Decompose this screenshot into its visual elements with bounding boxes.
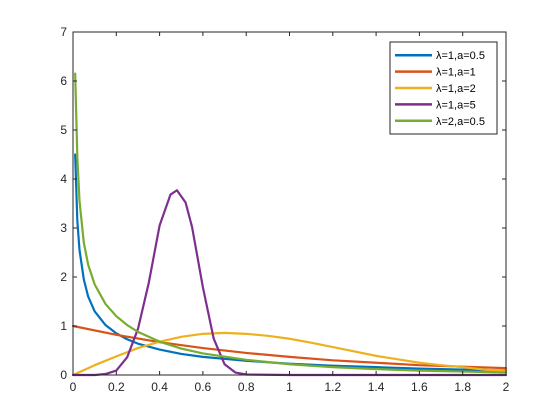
y-tick-label: 2 bbox=[60, 270, 67, 284]
series-line-3 bbox=[71, 331, 508, 377]
series-line-2 bbox=[71, 324, 508, 370]
legend-label-5: λ=2,a=0.5 bbox=[436, 116, 485, 128]
x-tick-label: 1.8 bbox=[454, 380, 471, 394]
legend-label-2: λ=1,a=1 bbox=[436, 67, 476, 79]
y-tick-label: 6 bbox=[60, 74, 67, 88]
x-tick-label: 1.2 bbox=[324, 380, 341, 394]
x-tick-label: 2 bbox=[503, 380, 510, 394]
x-tick-label: 0.4 bbox=[151, 380, 168, 394]
x-tick-label: 0.6 bbox=[195, 380, 212, 394]
x-tick-label: 1.6 bbox=[411, 380, 428, 394]
y-tick-label: 5 bbox=[60, 123, 67, 137]
axes-layer: 0 0.2 0.4 0.6 0.8 1 1.2 1.4 1.6 1.8 2 0 1 2 3 4 5 6 7 bbox=[60, 25, 509, 394]
x-tick-label: 0.2 bbox=[108, 380, 125, 394]
y-tick-label: 1 bbox=[60, 319, 67, 333]
y-tick-label: 3 bbox=[60, 221, 67, 235]
legend-label-4: λ=1,a=5 bbox=[436, 99, 476, 111]
y-tick-label: 7 bbox=[60, 25, 67, 39]
x-tick-label: 1.4 bbox=[368, 380, 385, 394]
y-tick-label: 4 bbox=[60, 172, 67, 186]
series-line-4 bbox=[71, 189, 508, 377]
x-tick-label: 0 bbox=[70, 380, 77, 394]
legend-label-1: λ=1,a=0.5 bbox=[436, 50, 485, 62]
x-tick-label: 1 bbox=[286, 380, 293, 394]
series-layer bbox=[71, 72, 508, 377]
x-tick-label: 0.8 bbox=[238, 380, 255, 394]
series-line-5 bbox=[74, 72, 508, 374]
legend: λ=1,a=0.5 λ=1,a=1 λ=1,a=2 λ=1,a=5 λ=2,a=0.5 bbox=[389, 41, 498, 135]
series-line-1 bbox=[74, 153, 508, 372]
y-tick-label: 0 bbox=[60, 368, 67, 382]
legend-label-3: λ=1,a=2 bbox=[436, 83, 476, 95]
